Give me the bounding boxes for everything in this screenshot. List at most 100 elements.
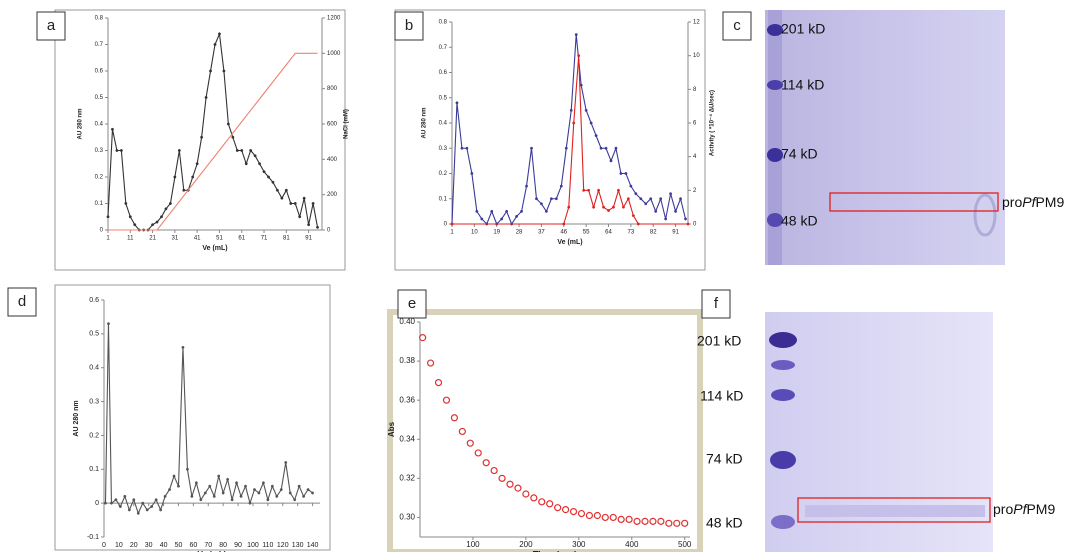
- x-tick-label: 51: [216, 236, 223, 242]
- point: [500, 217, 504, 221]
- point: [569, 507, 578, 516]
- y-tick-label: 0.8: [95, 16, 104, 22]
- point: [231, 135, 235, 139]
- x-tick-label: 200: [519, 540, 533, 549]
- y-tick-label: 0.3: [439, 146, 448, 152]
- point: [625, 515, 633, 524]
- point: [634, 192, 638, 196]
- point: [592, 205, 596, 209]
- point: [191, 175, 195, 179]
- point: [244, 484, 247, 488]
- label-part: Pf: [1022, 194, 1037, 210]
- panel-label: c: [733, 17, 741, 34]
- artifact: [973, 193, 997, 237]
- point: [213, 43, 217, 46]
- point: [612, 205, 615, 209]
- y2-tick-label: 12: [693, 20, 700, 26]
- y-tick-label: 0.1: [95, 201, 104, 207]
- point: [530, 494, 538, 502]
- y2-tick-label: 0: [327, 228, 331, 234]
- point: [514, 484, 522, 492]
- x-tick-label: 0: [102, 542, 106, 549]
- label-part: Pf: [1013, 501, 1028, 517]
- frame: [54, 9, 346, 271]
- point: [199, 498, 203, 502]
- y-tick-label: 0.4: [89, 365, 99, 372]
- x-tick-label: 140: [307, 542, 319, 549]
- point: [539, 202, 543, 206]
- point: [111, 127, 114, 131]
- point: [293, 202, 297, 205]
- point: [597, 188, 601, 192]
- point: [253, 488, 256, 492]
- point: [104, 501, 107, 505]
- y-tick-label: 0.38: [399, 356, 415, 365]
- y-tick-label: 0: [444, 222, 448, 228]
- x-tick-label: 61: [238, 236, 245, 242]
- x-tick-label: 1: [106, 236, 110, 242]
- x-tick-label: 91: [672, 230, 679, 236]
- point: [226, 477, 230, 481]
- y2-tick-label: 1200: [327, 16, 341, 22]
- x-tick-label: 50: [175, 542, 183, 549]
- point: [686, 222, 690, 226]
- point: [217, 474, 221, 478]
- y-axis-title: AU 280 nm: [422, 107, 428, 138]
- y-tick-label: 0.2: [89, 432, 99, 439]
- x-tick-label: 21: [149, 236, 156, 242]
- x-tick-label: 46: [560, 230, 567, 236]
- point: [538, 498, 546, 506]
- point: [253, 154, 257, 158]
- point: [458, 427, 466, 436]
- point: [614, 146, 618, 150]
- marker-label: 201 kD: [781, 21, 825, 37]
- point: [564, 146, 568, 150]
- point: [307, 223, 311, 227]
- point: [465, 146, 469, 150]
- x-tick-label: 100: [466, 540, 480, 549]
- point: [244, 162, 248, 166]
- point: [297, 484, 301, 488]
- x-tick-label: 71: [261, 236, 268, 242]
- point: [673, 519, 681, 527]
- point: [302, 196, 306, 200]
- point: [664, 217, 668, 221]
- point: [218, 32, 221, 36]
- y-axis-title: AU 280 nm: [78, 108, 84, 139]
- point: [594, 134, 598, 138]
- point: [316, 225, 319, 229]
- point: [261, 481, 265, 485]
- panel-label: d: [18, 293, 26, 310]
- point: [482, 459, 490, 467]
- point: [604, 146, 608, 150]
- panel-box: [722, 11, 752, 41]
- point: [164, 207, 168, 211]
- marker-label: 74 kD: [706, 451, 743, 467]
- point: [474, 449, 482, 457]
- x-tick-label: 91: [305, 236, 312, 242]
- point: [311, 202, 315, 205]
- y-tick-label: 0.2: [95, 175, 104, 181]
- point: [123, 494, 127, 498]
- point: [275, 494, 279, 498]
- point: [177, 149, 181, 152]
- point: [133, 223, 137, 227]
- point: [132, 498, 136, 502]
- point: [271, 180, 275, 184]
- x-tick-label: 64: [605, 230, 612, 236]
- point: [644, 202, 648, 206]
- point: [150, 505, 154, 508]
- point: [470, 172, 474, 175]
- point: [280, 196, 284, 200]
- point: [419, 334, 427, 342]
- x-axis-title: Ve (mL): [202, 245, 227, 252]
- x-tick-label: 20: [130, 542, 138, 549]
- point: [609, 159, 613, 163]
- point: [262, 170, 266, 174]
- marker-label: 74 kD: [781, 146, 818, 162]
- point: [154, 498, 158, 502]
- band-box: [797, 497, 991, 523]
- point: [306, 488, 310, 492]
- point: [289, 202, 293, 205]
